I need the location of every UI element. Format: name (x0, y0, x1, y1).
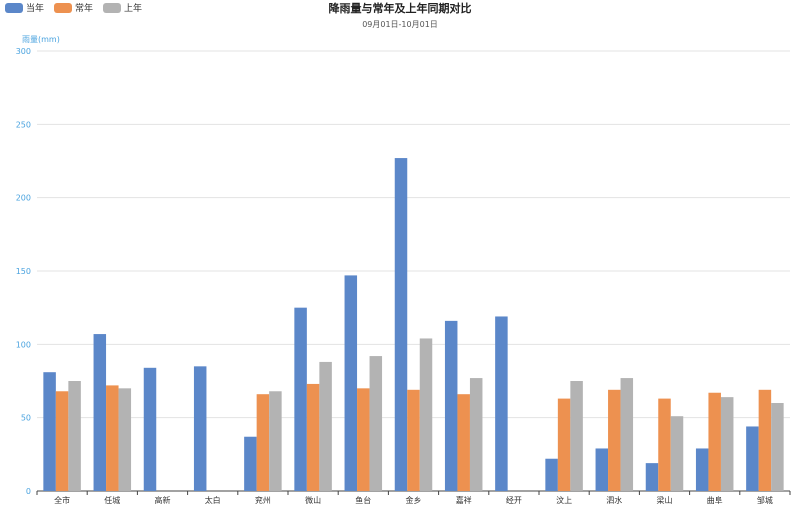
x-tick-label: 太白 (205, 495, 221, 505)
x-tick-label: 曲阜 (707, 495, 723, 505)
bar (608, 389, 621, 491)
legend-swatch-current-year (5, 2, 23, 13)
legend-swatch-normal-year (54, 2, 73, 13)
legend-label-normal-year: 常年 (75, 4, 94, 14)
bar (758, 389, 772, 491)
bar (695, 448, 709, 491)
bar (369, 356, 383, 491)
bar (407, 389, 420, 491)
x-tick-label: 汶上 (556, 495, 572, 505)
bar (746, 426, 759, 491)
bar (771, 403, 784, 491)
legend-swatch-last-year (103, 2, 122, 13)
legend-label-current-year: 当年 (26, 4, 45, 14)
bar (444, 320, 458, 491)
bar (319, 361, 332, 491)
x-tick-label: 高新 (155, 495, 171, 505)
legend-item-normal-year[interactable]: 常年 (54, 1, 93, 14)
x-tick-label: 梁山 (657, 495, 673, 505)
legend-label-last-year: 上年 (124, 4, 143, 14)
bar (708, 392, 721, 491)
bar (306, 383, 320, 491)
x-tick-label: 全市 (54, 495, 70, 505)
bar (419, 338, 433, 491)
y-tick-label: 100 (16, 340, 31, 349)
bar (357, 388, 370, 491)
bar (68, 381, 81, 491)
x-tick-label: 经开 (506, 495, 522, 505)
bar (457, 394, 470, 491)
x-tick-label: 邹城 (757, 495, 773, 505)
x-tick-label: 兖州 (255, 495, 271, 505)
y-tick-label: 200 (16, 194, 31, 203)
bar (670, 416, 684, 491)
legend-item-current-year[interactable]: 当年 (5, 1, 44, 14)
x-tick-label: 泗水 (606, 495, 622, 505)
bar (244, 436, 257, 491)
bar (469, 378, 483, 491)
bar (93, 334, 107, 491)
y-tick-label: 250 (16, 120, 31, 129)
bar (193, 366, 207, 491)
bar (118, 388, 132, 491)
bar (106, 385, 119, 491)
bar (645, 463, 659, 491)
bar (269, 391, 282, 491)
bar (620, 378, 634, 491)
bar (545, 458, 558, 491)
x-tick-label: 鱼台 (355, 495, 371, 505)
bar (43, 372, 56, 491)
x-tick-label: 任城 (104, 495, 120, 505)
chart-title: 降雨量与常年及上年同期对比 (328, 2, 472, 15)
bar (570, 381, 583, 491)
bar (344, 275, 358, 491)
y-tick-label: 50 (21, 414, 31, 423)
x-tick-label: 微山 (305, 495, 321, 505)
bar (595, 448, 609, 491)
bar (557, 398, 571, 491)
bar (256, 394, 270, 491)
chart-subtitle: 09月01日-10月01日 (362, 20, 438, 29)
bar (658, 398, 671, 491)
bar (394, 158, 408, 492)
legend-item-last-year[interactable]: 上年 (103, 1, 142, 14)
y-tick-label: 150 (16, 267, 31, 276)
x-tick-label: 金乡 (406, 495, 422, 505)
x-tick-label: 嘉祥 (456, 495, 472, 505)
bar (495, 316, 508, 491)
y-tick-label: 300 (16, 47, 31, 56)
bar (720, 397, 734, 491)
legend: 当年 常年 上年 (5, 1, 142, 14)
y-tick-label: 0 (26, 487, 31, 496)
bar (143, 367, 157, 491)
bar (294, 307, 307, 491)
y-axis-label: 雨量(mm) (22, 35, 60, 44)
bar (55, 391, 69, 491)
